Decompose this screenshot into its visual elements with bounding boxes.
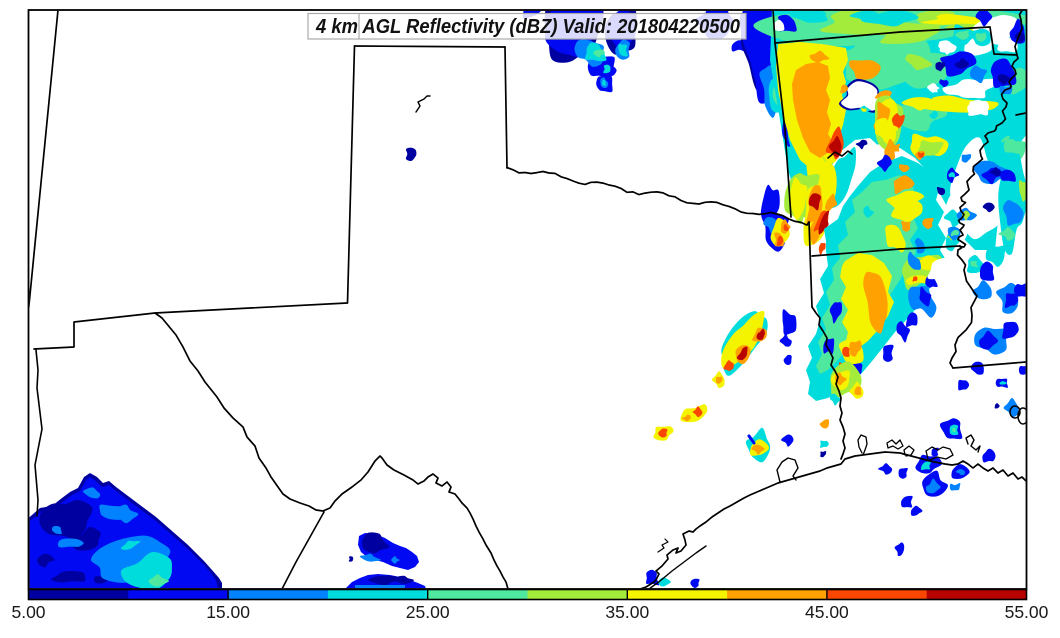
svg-text:45.00: 45.00 — [805, 602, 849, 622]
svg-text:25.00: 25.00 — [406, 602, 450, 622]
svg-text:4 km AGL Reflectivity (dBZ) Va: 4 km AGL Reflectivity (dBZ) Valid: 20180… — [315, 16, 740, 38]
svg-text:35.00: 35.00 — [605, 602, 649, 622]
svg-text:15.00: 15.00 — [206, 602, 250, 622]
svg-text:5.00: 5.00 — [11, 602, 45, 622]
svg-text:55.00: 55.00 — [1005, 602, 1049, 622]
